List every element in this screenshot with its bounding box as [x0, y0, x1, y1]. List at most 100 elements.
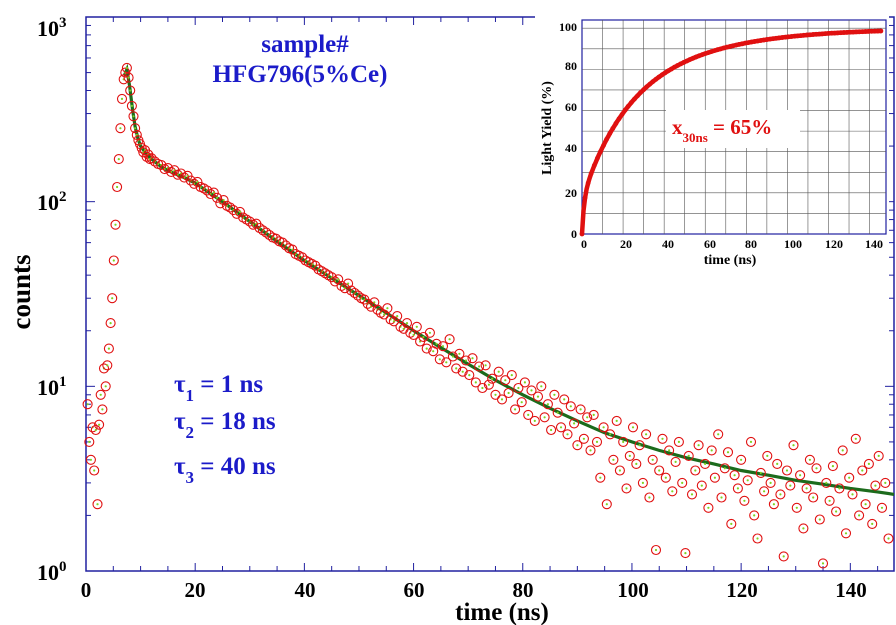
data-point-center	[668, 449, 671, 452]
data-point-center	[441, 345, 445, 348]
data-point-center	[101, 408, 104, 411]
data-point	[824, 495, 835, 506]
data-point-center	[769, 481, 772, 484]
light-yield-point	[582, 195, 588, 201]
y-tick-label: 100	[37, 559, 67, 585]
data-point	[162, 163, 173, 174]
data-point-center	[687, 454, 690, 457]
data-point	[84, 436, 95, 447]
data-point	[831, 506, 842, 517]
data-point	[598, 422, 609, 433]
data-point	[343, 278, 354, 289]
data-point	[745, 436, 757, 447]
data-point-center	[464, 359, 468, 362]
data-point-center	[120, 97, 124, 100]
data-point-center	[125, 66, 128, 69]
data-point	[474, 361, 485, 372]
light-yield-point	[635, 93, 640, 99]
data-point-center	[631, 426, 635, 429]
data-point	[185, 175, 196, 186]
data-point	[362, 298, 373, 309]
data-point-center	[471, 357, 474, 360]
data-point-center	[704, 462, 707, 465]
light-yield-point	[616, 116, 622, 122]
data-point-center	[654, 548, 658, 552]
light-yield-point	[607, 131, 613, 137]
data-point-center	[848, 476, 851, 479]
light-yield-point	[622, 107, 628, 113]
data-point	[637, 477, 648, 488]
data-point	[716, 492, 727, 503]
data-point	[107, 293, 118, 304]
data-point-center	[589, 449, 592, 452]
data-point-center	[635, 462, 638, 465]
data-point-center	[700, 484, 703, 487]
inset-y-tick-label: 100	[559, 20, 577, 34]
data-point	[97, 404, 108, 415]
light-yield-point	[625, 103, 631, 109]
data-point	[536, 381, 547, 392]
data-point-center	[864, 503, 867, 506]
data-point-center	[726, 451, 730, 454]
data-point	[434, 354, 445, 365]
data-point	[98, 363, 110, 374]
light-yield-point	[613, 121, 619, 126]
data-point-center	[609, 433, 612, 436]
data-point	[870, 480, 881, 491]
data-point-center	[618, 469, 622, 472]
data-point-center	[104, 385, 107, 388]
data-point-center	[556, 411, 559, 414]
data-point	[788, 440, 799, 451]
data-point	[405, 327, 416, 338]
x-tick-label: 140	[835, 578, 867, 602]
data-point	[277, 237, 288, 248]
x-tick-label: 60	[404, 578, 425, 602]
sample-name: HFG796(5%Ce)	[213, 61, 388, 88]
data-point-center	[132, 115, 135, 118]
data-point-center	[615, 419, 618, 422]
light-yield-point	[632, 96, 637, 102]
data-point-center	[347, 282, 350, 285]
data-point-center	[130, 104, 133, 107]
data-point	[798, 523, 809, 534]
data-point	[559, 394, 570, 405]
data-point	[700, 458, 711, 469]
y-tick-label: 102	[37, 189, 67, 215]
tau-1-label: τ1 = 1 ns	[174, 371, 263, 405]
data-point	[529, 415, 540, 426]
data-point-center	[252, 223, 255, 226]
inset-y-tick-label: 20	[565, 186, 577, 200]
data-point	[234, 206, 246, 217]
data-point-center	[396, 315, 399, 318]
data-point	[110, 219, 121, 230]
light-yield-point	[604, 136, 609, 142]
data-point-center	[386, 307, 389, 310]
data-point	[814, 514, 825, 525]
data-point-center	[98, 423, 101, 426]
y-tick-label: 101	[37, 374, 67, 400]
inset-x-tick-labels: 0 20 40 60 80 100 120 140	[581, 237, 883, 251]
data-point-center	[86, 403, 89, 406]
data-point-center	[494, 393, 497, 396]
data-point	[847, 489, 858, 500]
data-point	[87, 422, 98, 433]
data-point	[621, 483, 632, 494]
data-point	[470, 377, 481, 388]
data-point-center	[625, 487, 628, 490]
data-point-center	[566, 433, 569, 436]
data-point	[719, 463, 730, 474]
data-point	[867, 518, 878, 529]
data-point	[519, 377, 530, 388]
data-point	[215, 198, 226, 209]
data-point	[254, 222, 265, 234]
inset-x-tick-label: 40	[662, 237, 674, 251]
data-point-center	[461, 370, 464, 373]
data-point	[346, 285, 357, 296]
data-point-center	[792, 444, 795, 447]
data-point	[431, 338, 442, 349]
data-point	[131, 129, 142, 140]
data-point	[660, 472, 671, 483]
data-point-center	[802, 527, 805, 530]
data-point-center	[861, 469, 864, 472]
